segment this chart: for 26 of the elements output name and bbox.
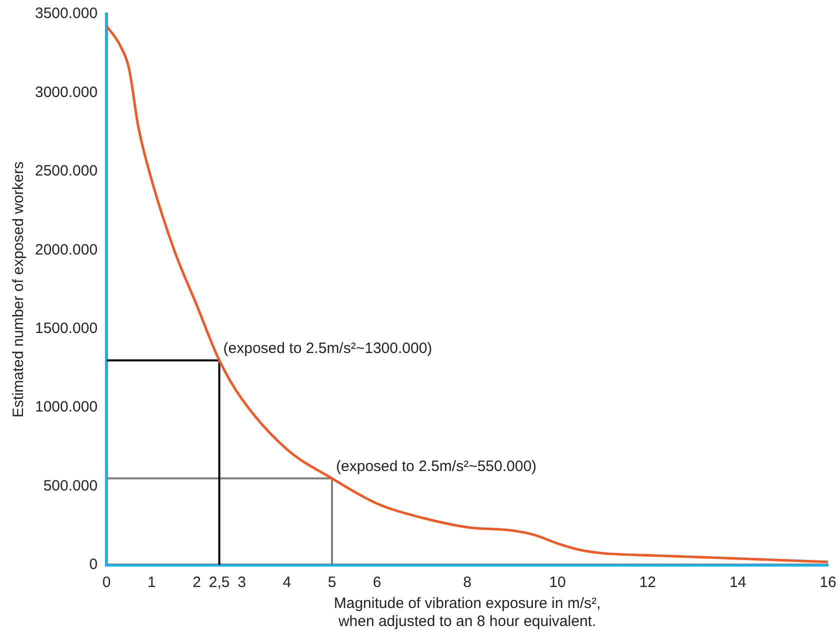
x-tick-label: 5 — [328, 574, 336, 592]
annotation: (exposed to 2.5m/s²~550.000) — [336, 458, 537, 476]
y-tick-label: 1500.000 — [34, 320, 98, 337]
y-tick-label: 2000.000 — [34, 241, 98, 258]
y-tick-label: 0 — [89, 556, 98, 574]
x-tick-label: 4 — [282, 574, 292, 592]
x-tick-label: 3 — [238, 574, 246, 592]
y-tick-label: 3000.000 — [34, 84, 98, 101]
x-tick-label: 2 — [192, 574, 201, 592]
x-tick-label: 14 — [729, 574, 746, 592]
annotation: (exposed to 2.5m/s²~1300.000) — [223, 340, 432, 357]
x-tick-label: 16 — [820, 574, 836, 592]
x-tick-label: 6 — [372, 574, 382, 592]
x-tick-label: 0 — [102, 574, 111, 592]
y-tick-label: 1000.000 — [34, 398, 98, 416]
x-tick-label: 10 — [549, 574, 566, 592]
x-tick-label: 12 — [639, 574, 656, 592]
x-tick-label: 8 — [463, 574, 472, 592]
y-tick-label: 2500.000 — [34, 162, 98, 180]
x-axis-title: Magnitude of vibration exposure in m/s², when adjusted to an 8 hour equivalent. — [334, 595, 601, 630]
y-tick-label: 3500.000 — [34, 5, 98, 22]
y-tick-label: 500.000 — [43, 477, 98, 494]
line-series — [106, 24, 828, 564]
x-tick-label: 2,5 — [208, 574, 230, 592]
x-tick-label: 1 — [147, 574, 156, 592]
y-axis-title: Estimated number of exposed workers — [10, 162, 28, 418]
